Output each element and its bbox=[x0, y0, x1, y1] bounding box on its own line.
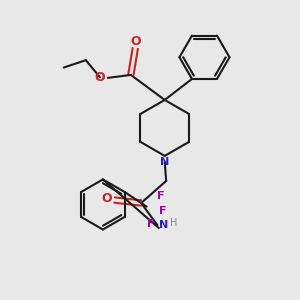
Text: F: F bbox=[157, 191, 164, 201]
Text: O: O bbox=[94, 71, 105, 84]
Text: O: O bbox=[130, 35, 141, 48]
Text: H: H bbox=[170, 218, 177, 228]
Text: F: F bbox=[159, 206, 166, 216]
Text: F: F bbox=[147, 219, 155, 229]
Text: N: N bbox=[160, 158, 169, 167]
Text: N: N bbox=[159, 220, 169, 230]
Text: O: O bbox=[101, 192, 112, 205]
